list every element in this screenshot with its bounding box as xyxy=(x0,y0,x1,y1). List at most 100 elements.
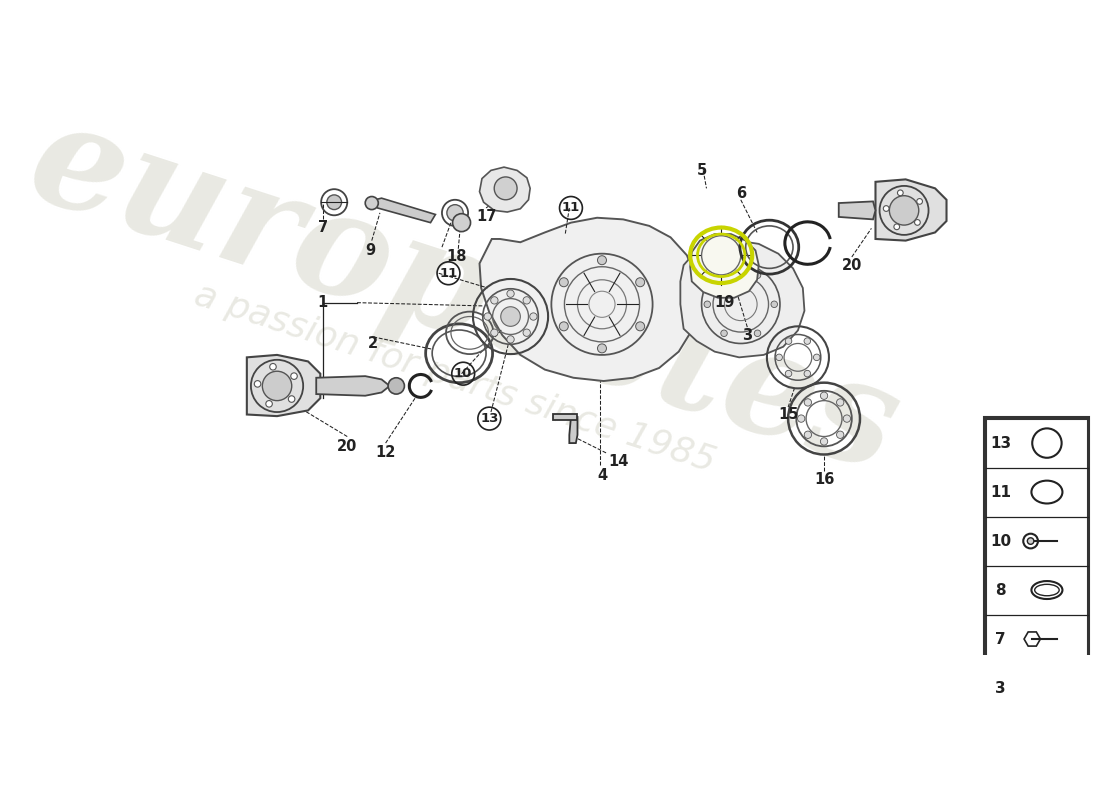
Circle shape xyxy=(821,392,827,399)
Circle shape xyxy=(327,195,341,210)
Circle shape xyxy=(365,197,378,210)
Circle shape xyxy=(447,205,463,221)
Circle shape xyxy=(704,301,711,307)
Circle shape xyxy=(785,338,792,344)
Text: 7: 7 xyxy=(318,220,328,235)
Circle shape xyxy=(522,329,530,336)
Circle shape xyxy=(559,278,569,286)
Text: 13: 13 xyxy=(990,435,1011,450)
Circle shape xyxy=(491,329,498,336)
FancyBboxPatch shape xyxy=(986,418,1088,713)
Text: 3: 3 xyxy=(996,681,1005,695)
Circle shape xyxy=(798,415,805,422)
Circle shape xyxy=(597,256,606,265)
Text: 16: 16 xyxy=(814,472,834,487)
Circle shape xyxy=(494,177,517,200)
Circle shape xyxy=(720,272,727,278)
Text: 3: 3 xyxy=(742,328,752,343)
Circle shape xyxy=(254,381,261,387)
Circle shape xyxy=(636,278,645,286)
Circle shape xyxy=(263,371,292,401)
Circle shape xyxy=(484,313,492,320)
Polygon shape xyxy=(876,179,946,241)
Circle shape xyxy=(890,196,918,225)
Text: 20: 20 xyxy=(337,439,358,454)
Circle shape xyxy=(1027,538,1034,544)
Circle shape xyxy=(597,344,606,353)
Circle shape xyxy=(804,338,811,344)
Circle shape xyxy=(776,354,782,361)
Circle shape xyxy=(755,330,761,337)
FancyBboxPatch shape xyxy=(986,776,1088,800)
Circle shape xyxy=(785,370,792,377)
Circle shape xyxy=(452,214,471,232)
Circle shape xyxy=(914,219,921,226)
Text: 8: 8 xyxy=(996,582,1005,598)
Circle shape xyxy=(836,398,844,406)
Polygon shape xyxy=(316,376,389,396)
Text: 4: 4 xyxy=(597,468,607,483)
Text: europeetes: europeetes xyxy=(12,90,914,503)
Polygon shape xyxy=(838,202,876,219)
Polygon shape xyxy=(570,417,578,443)
Circle shape xyxy=(804,431,812,438)
Text: 5: 5 xyxy=(696,163,706,178)
Text: 7: 7 xyxy=(996,631,1005,646)
Text: 18: 18 xyxy=(447,250,466,265)
Circle shape xyxy=(522,297,530,304)
Text: 19: 19 xyxy=(714,295,735,310)
Text: 2: 2 xyxy=(368,336,378,351)
Circle shape xyxy=(898,190,903,196)
Circle shape xyxy=(559,322,569,331)
Text: 15: 15 xyxy=(778,407,799,422)
Text: 14: 14 xyxy=(608,454,628,469)
Text: 10: 10 xyxy=(990,534,1011,549)
Circle shape xyxy=(636,322,645,331)
Polygon shape xyxy=(480,167,530,212)
Text: 13: 13 xyxy=(480,412,498,425)
Text: 17: 17 xyxy=(476,209,496,224)
Circle shape xyxy=(883,206,889,211)
Circle shape xyxy=(804,370,811,377)
Polygon shape xyxy=(553,414,578,420)
Polygon shape xyxy=(1001,726,1072,769)
Text: a passion for parts since 1985: a passion for parts since 1985 xyxy=(190,278,719,478)
Text: 1: 1 xyxy=(318,295,328,310)
Circle shape xyxy=(290,373,297,379)
Text: 12: 12 xyxy=(375,446,396,460)
Polygon shape xyxy=(375,198,436,222)
Text: 6: 6 xyxy=(736,186,746,201)
Circle shape xyxy=(821,438,827,445)
Circle shape xyxy=(507,336,514,343)
Circle shape xyxy=(916,198,923,204)
Circle shape xyxy=(530,313,537,320)
Text: 11: 11 xyxy=(990,485,1011,499)
Text: 10: 10 xyxy=(454,367,472,380)
Text: 20: 20 xyxy=(842,258,862,273)
Circle shape xyxy=(720,330,727,337)
Polygon shape xyxy=(246,355,320,416)
Text: 9: 9 xyxy=(365,243,375,258)
Circle shape xyxy=(500,306,520,326)
Polygon shape xyxy=(690,234,759,298)
Polygon shape xyxy=(681,241,804,358)
Circle shape xyxy=(755,272,761,278)
Circle shape xyxy=(491,297,498,304)
Circle shape xyxy=(288,396,295,402)
Circle shape xyxy=(771,301,778,307)
Text: 500 02: 500 02 xyxy=(997,786,1077,800)
Polygon shape xyxy=(1001,726,1072,769)
Circle shape xyxy=(894,224,900,230)
Circle shape xyxy=(813,354,820,361)
Circle shape xyxy=(844,415,850,422)
Circle shape xyxy=(836,431,844,438)
Polygon shape xyxy=(480,218,698,381)
Circle shape xyxy=(266,401,273,407)
Circle shape xyxy=(804,398,812,406)
Circle shape xyxy=(507,290,514,298)
Circle shape xyxy=(270,363,276,370)
Text: 11: 11 xyxy=(562,202,580,214)
FancyBboxPatch shape xyxy=(986,726,1088,776)
Text: 11: 11 xyxy=(439,266,458,280)
Circle shape xyxy=(388,378,405,394)
